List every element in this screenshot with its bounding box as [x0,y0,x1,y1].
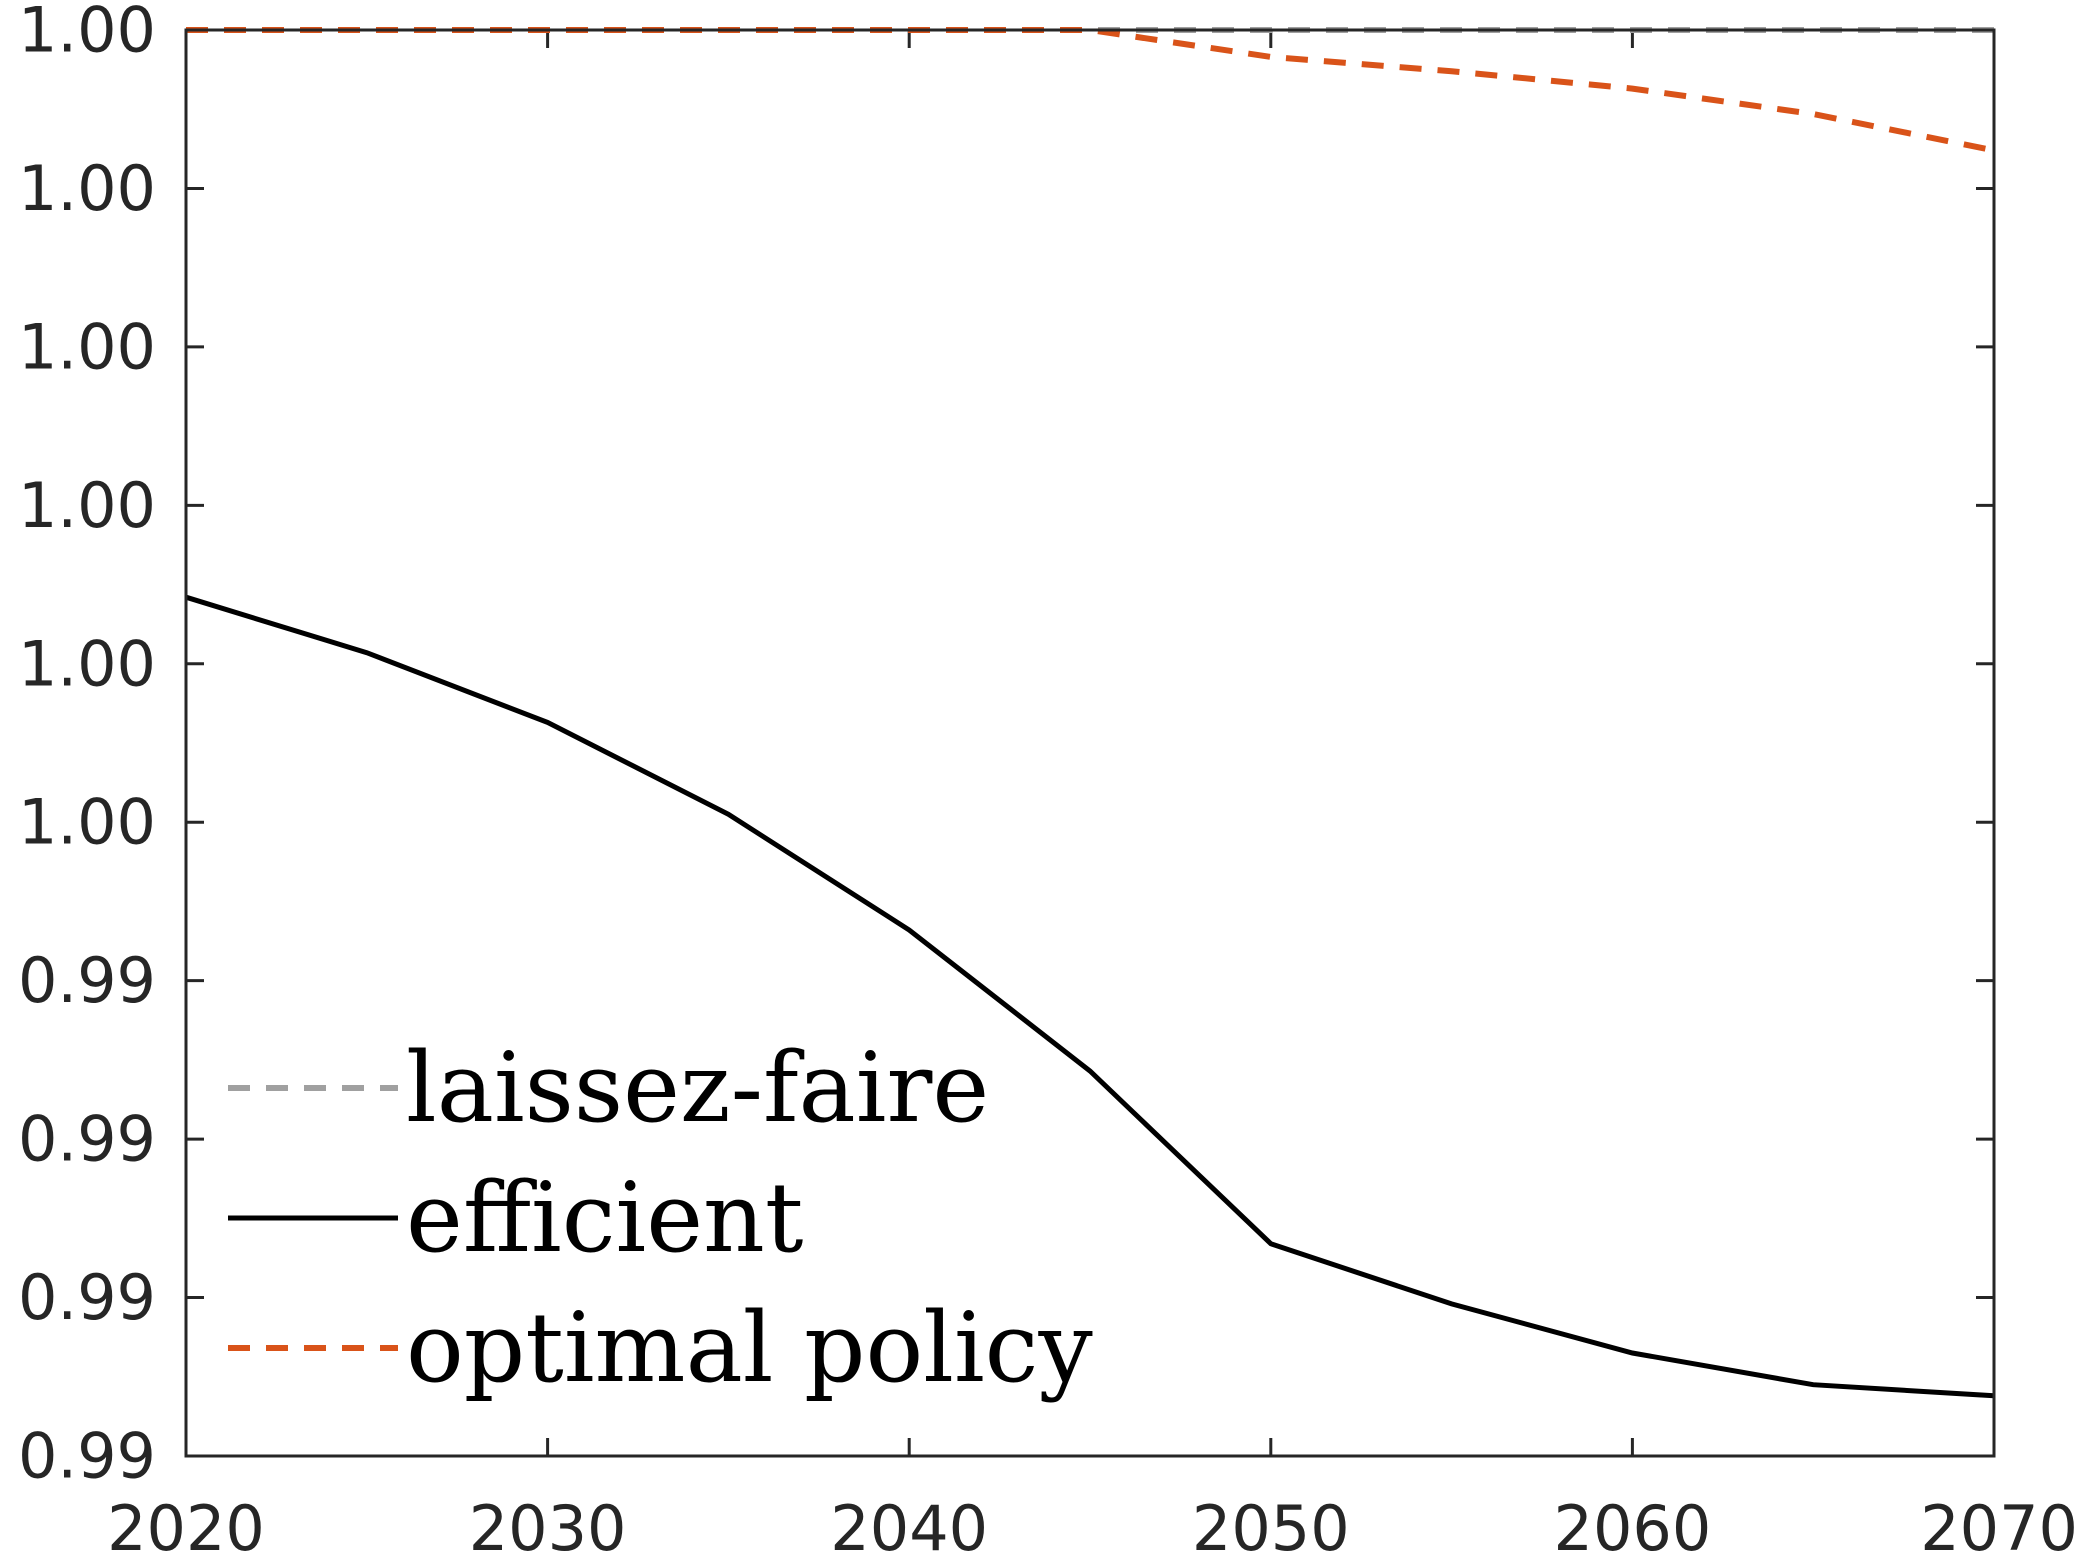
y-tick-label: 1.00 [18,469,156,542]
x-tick-label: 2050 [1192,1492,1350,1554]
y-axis-tick-labels: 0.99 0.99 0.99 0.99 1.00 1.00 1.00 1.00 1.00 1.00 [18,0,156,1493]
x-tick-label: 2030 [469,1492,627,1554]
legend: laissez-faire efficient optimal policy [228,1032,1093,1404]
x-tick-label: 2020 [107,1492,265,1554]
y-tick-label: 1.00 [18,786,156,859]
legend-label: optimal policy [406,1292,1093,1404]
x-axis-tick-labels: 2020 2030 2040 2050 2060 2070 [107,1492,2078,1554]
x-tick-label: 2060 [1554,1492,1712,1554]
y-tick-label: 0.99 [18,1261,156,1334]
x-tick-label: 2070 [1920,1492,2078,1554]
y-tick-label: 0.99 [18,1420,156,1493]
legend-label: laissez-faire [406,1032,989,1144]
series-line-efficient [185,594,1995,1399]
y-tick-label: 1.00 [18,627,156,700]
y-tick-label: 1.00 [18,310,156,383]
legend-label: efficient [406,1162,803,1274]
y-tick-label: 1.00 [18,0,156,67]
y-tick-label: 1.00 [18,152,156,225]
plot-frame [184,28,1996,1458]
y-tick-label: 0.99 [18,1103,156,1176]
plot-series [185,27,1995,1399]
series-line-optimal-policy [186,27,1995,154]
y-tick-label: 0.99 [18,944,156,1017]
x-tick-label: 2040 [830,1492,988,1554]
